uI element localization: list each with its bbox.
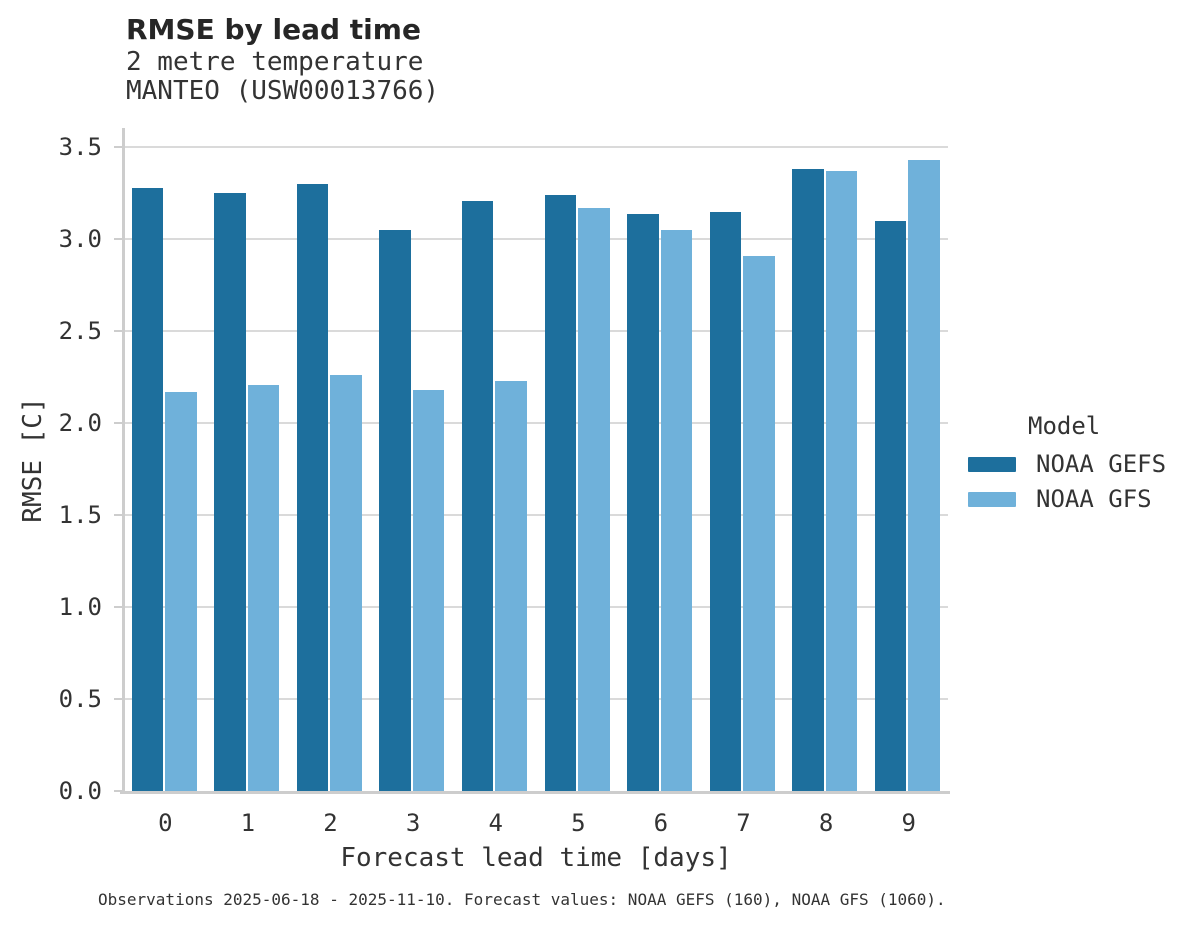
legend-items: NOAA GEFS NOAA GFS xyxy=(968,450,1167,513)
y-tick-mark-2.5 xyxy=(114,330,122,333)
legend-label: NOAA GFS xyxy=(1036,485,1152,513)
bar-noaa-gefs-day-6 xyxy=(627,213,659,791)
y-tick-mark-2.0 xyxy=(114,422,122,425)
y-tick-label-0.5: 0.5 xyxy=(58,685,102,714)
gridline-y-1.5 xyxy=(125,514,948,517)
x-axis-label: Forecast lead time [days] xyxy=(340,843,732,873)
y-tick-mark-1.0 xyxy=(114,606,122,609)
x-tick-label-7: 7 xyxy=(736,809,751,837)
bar-noaa-gefs-day-1 xyxy=(214,193,246,791)
bar-noaa-gfs-day-9 xyxy=(908,160,940,791)
legend-swatch-icon xyxy=(968,456,1016,472)
gridline-y-2.0 xyxy=(125,422,948,425)
bar-noaa-gefs-day-3 xyxy=(379,230,411,791)
bar-noaa-gefs-day-0 xyxy=(131,187,163,791)
y-tick-mark-3.5 xyxy=(114,146,122,149)
plot-area xyxy=(120,128,950,794)
bar-noaa-gefs-day-7 xyxy=(709,211,742,791)
y-tick-label-1.0: 1.0 xyxy=(58,593,102,622)
bar-noaa-gfs-day-4 xyxy=(495,380,527,791)
y-tick-label-3.5: 3.5 xyxy=(58,133,102,162)
y-tick-mark-3.0 xyxy=(114,238,122,241)
bar-noaa-gfs-day-0 xyxy=(165,391,197,791)
gridline-y-0.5 xyxy=(125,698,948,701)
legend-item-noaa-gefs: NOAA GEFS xyxy=(968,450,1167,478)
y-axis-label: RMSE [C] xyxy=(18,397,48,523)
x-tick-label-0: 0 xyxy=(158,809,173,837)
bar-noaa-gefs-day-8 xyxy=(792,169,824,791)
x-tick-label-6: 6 xyxy=(653,809,669,837)
y-tick-label-3.0: 3.0 xyxy=(58,225,102,254)
legend-label: NOAA GEFS xyxy=(1036,450,1167,478)
x-tick-label-1: 1 xyxy=(240,809,256,837)
x-tick-label-9: 9 xyxy=(901,809,916,837)
gridline-y-1.0 xyxy=(125,606,948,609)
gridline-y-2.5 xyxy=(125,330,948,333)
y-tick-mark-1.5 xyxy=(114,514,122,517)
bar-noaa-gfs-day-2 xyxy=(330,375,362,791)
bar-noaa-gfs-day-6 xyxy=(660,230,693,791)
legend: Model NOAA GEFS NOAA GFS xyxy=(968,412,1166,522)
bar-noaa-gfs-day-3 xyxy=(412,390,445,791)
bar-noaa-gefs-day-9 xyxy=(874,220,907,791)
x-axis-spine xyxy=(120,791,950,794)
bar-noaa-gfs-day-7 xyxy=(743,255,775,791)
x-tick-label-2: 2 xyxy=(323,809,338,837)
x-tick-label-5: 5 xyxy=(571,809,586,837)
bar-noaa-gfs-day-8 xyxy=(825,171,858,791)
title-block: RMSE by lead time 2 metre temperature MA… xyxy=(126,12,439,106)
chart-subtitle: 2 metre temperature xyxy=(126,47,424,77)
caption: Observations 2025-06-18 - 2025-11-10. Fo… xyxy=(98,890,946,909)
chart-title: RMSE by lead time xyxy=(126,13,421,46)
legend-item-noaa-gfs: NOAA GFS xyxy=(968,485,1166,513)
x-tick-label-3: 3 xyxy=(405,809,421,837)
y-tick-mark-0.5 xyxy=(114,698,122,701)
x-tick-label-8: 8 xyxy=(818,809,834,837)
y-tick-label-2.5: 2.5 xyxy=(58,317,102,346)
y-tick-label-1.5: 1.5 xyxy=(58,501,102,530)
chart-station: MANTEO (USW00013766) xyxy=(126,76,440,106)
y-axis-spine xyxy=(122,128,125,793)
bar-noaa-gefs-day-4 xyxy=(461,200,494,791)
bar-noaa-gfs-day-1 xyxy=(247,384,280,791)
y-tick-mark-0.0 xyxy=(114,790,122,792)
legend-swatch-icon xyxy=(968,491,1016,507)
y-tick-label-2.0: 2.0 xyxy=(58,409,102,438)
gridline-y-3.0 xyxy=(125,238,948,241)
bar-noaa-gefs-day-5 xyxy=(544,195,576,791)
bar-noaa-gefs-day-2 xyxy=(296,184,329,791)
legend-title: Model xyxy=(1028,412,1101,440)
x-tick-label-4: 4 xyxy=(488,809,503,837)
gridline-y-3.5 xyxy=(125,146,948,149)
y-tick-label-0.0: 0.0 xyxy=(58,777,102,805)
bar-noaa-gfs-day-5 xyxy=(578,208,610,791)
